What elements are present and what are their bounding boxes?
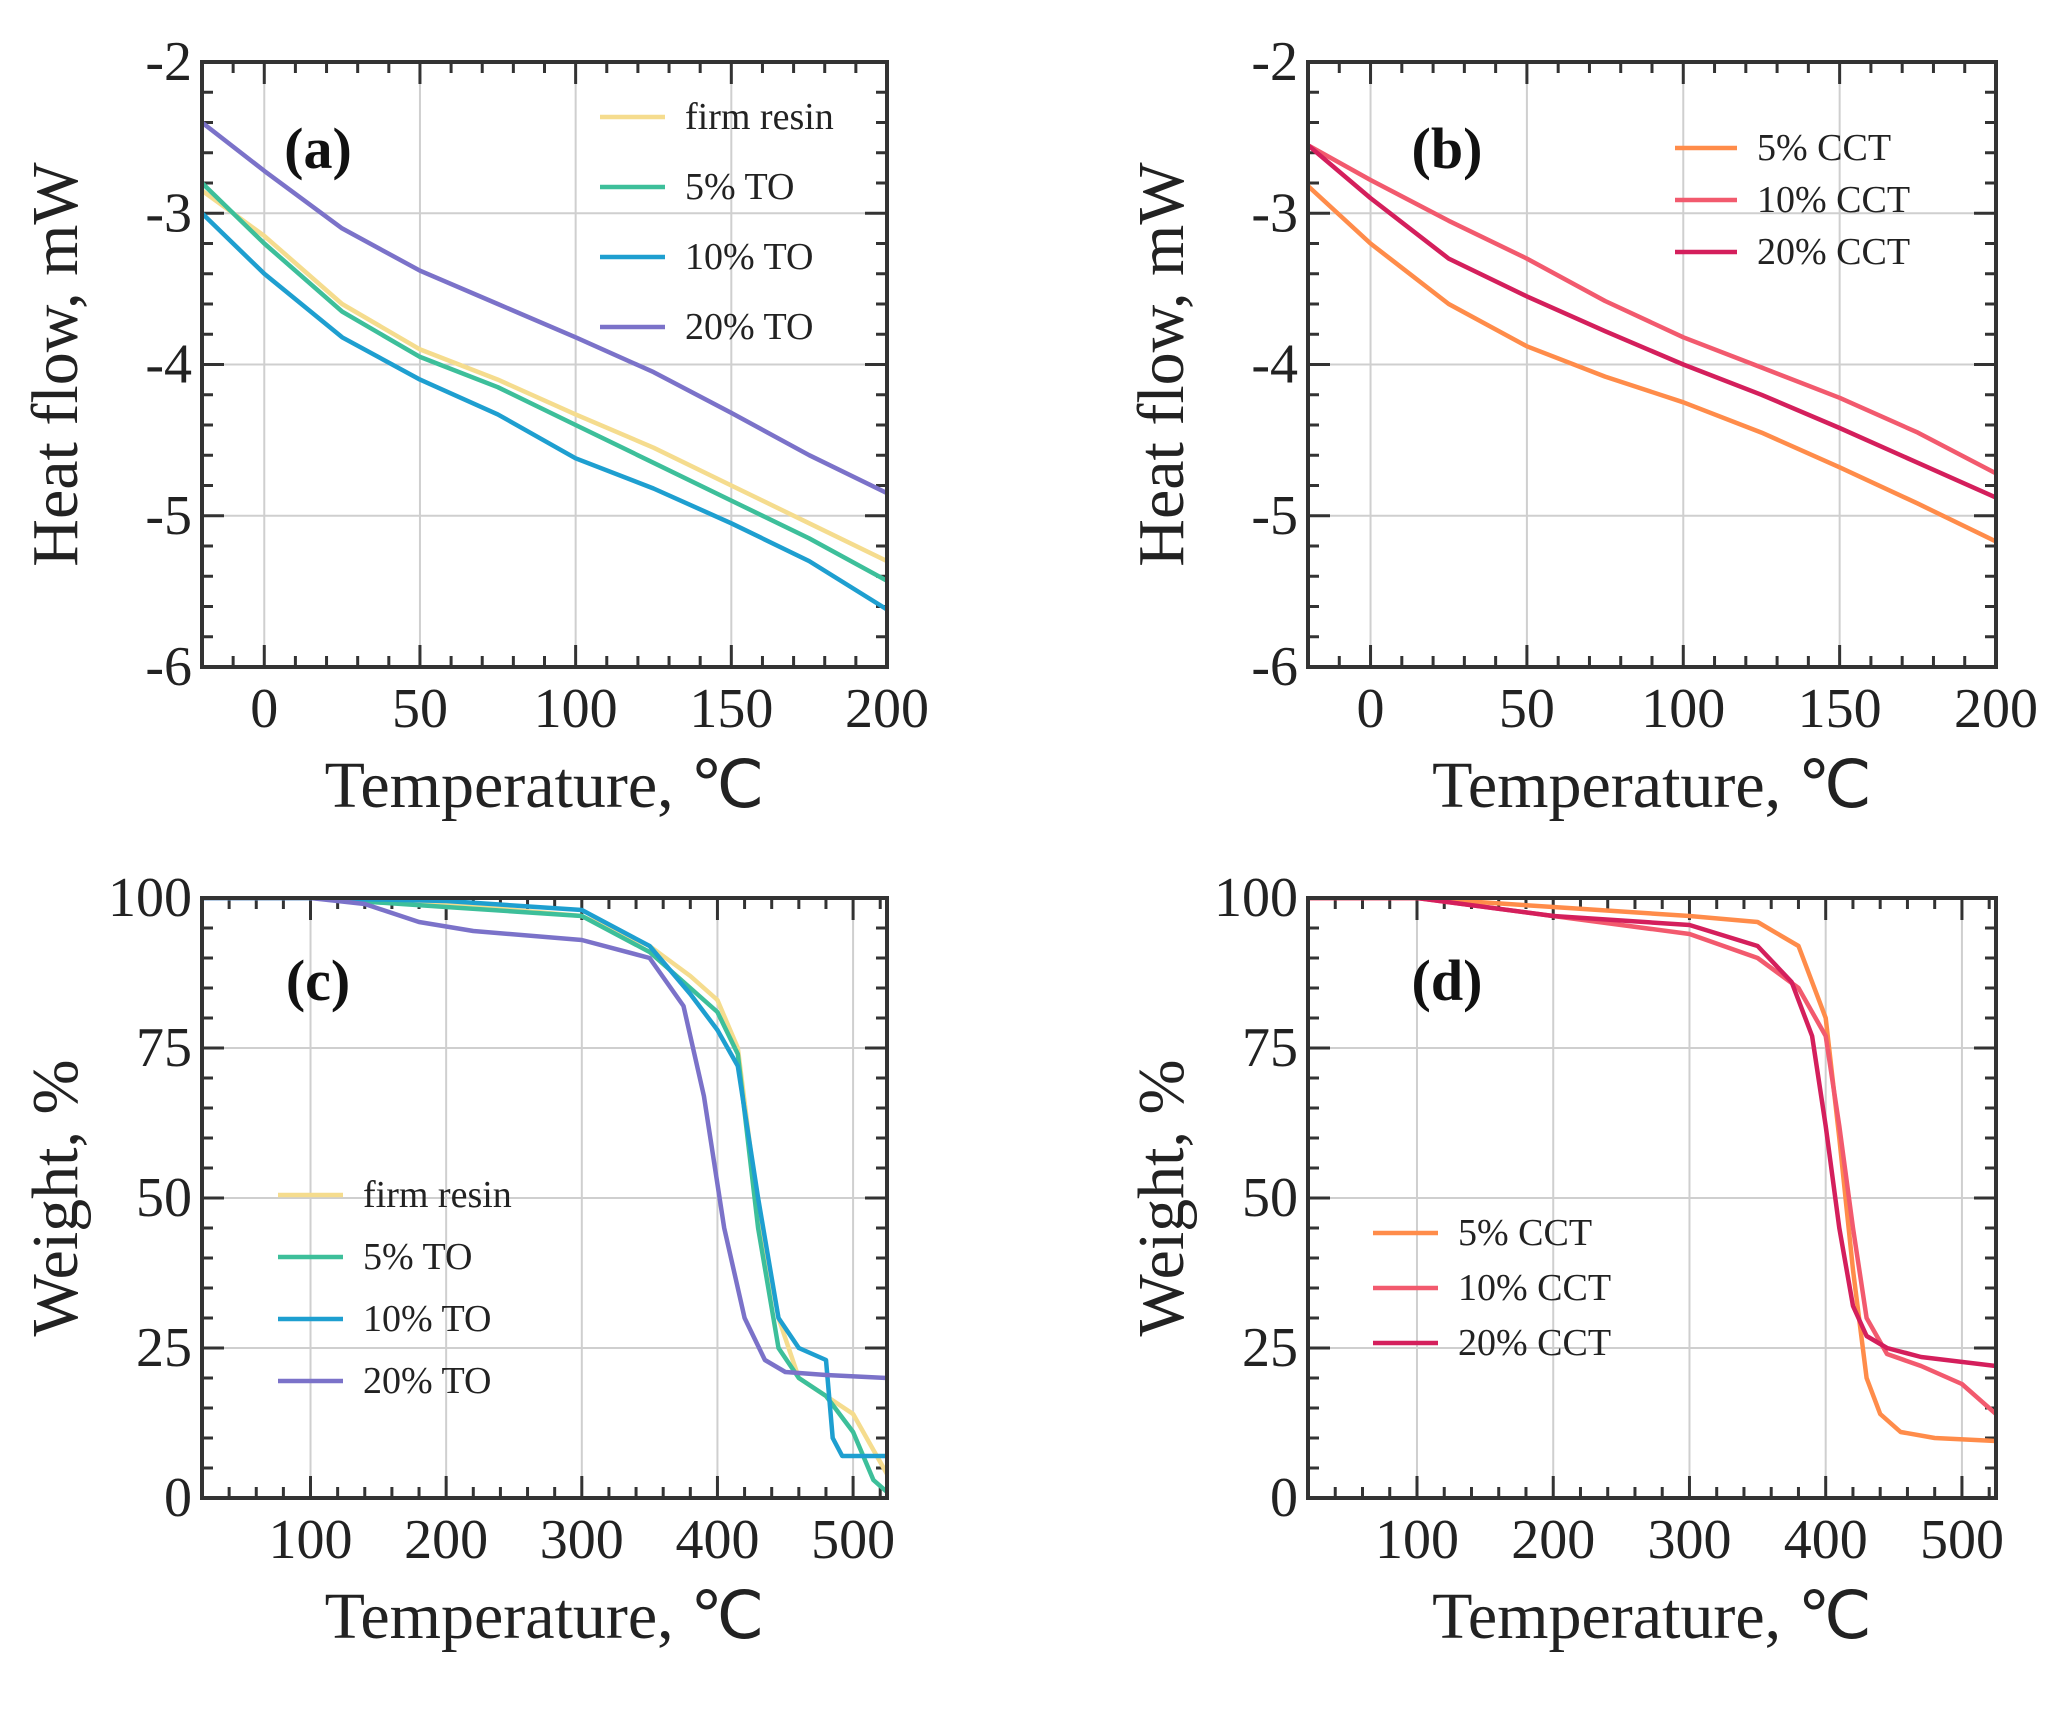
x-tick-label: 100: [1641, 678, 1725, 740]
y-tick-label: 75: [136, 1017, 192, 1079]
y-tick-label: -3: [145, 182, 192, 244]
x-tick-label: 150: [689, 678, 773, 740]
series-line-a-3: [202, 120, 887, 496]
y-tick-label: -4: [145, 334, 192, 396]
x-tick-label: 50: [392, 678, 448, 740]
legend-label: 5% CCT: [1757, 127, 1891, 169]
legend-label: 20% TO: [363, 1360, 491, 1402]
legend-label: firm resin: [685, 96, 834, 138]
y-tick-label: -4: [1251, 334, 1298, 396]
plot-frame: [200, 60, 889, 669]
y-tick-label: -3: [1251, 182, 1298, 244]
panel-label: (a): [284, 116, 352, 181]
y-tick-label: -6: [1251, 636, 1298, 698]
x-tick-label: 150: [1798, 678, 1882, 740]
x-tick-label: 200: [1511, 1509, 1595, 1571]
plot-frame: [1306, 60, 1998, 669]
x-tick-label: 500: [1920, 1509, 2004, 1571]
series-line-d-2: [1308, 898, 1996, 1369]
legend: 5% CCT 10% CCT 20% CCT: [1373, 1212, 1611, 1364]
legend-label: 10% TO: [363, 1298, 491, 1340]
x-tick-label: 0: [250, 678, 278, 740]
y-tick-label: 50: [1242, 1167, 1298, 1229]
x-tick-label: 100: [534, 678, 618, 740]
y-tick-label: -2: [1251, 31, 1298, 93]
y-axis-title: Weight, %: [19, 1060, 92, 1337]
y-tick-label: 75: [1242, 1017, 1298, 1079]
y-axis-title: Heat flow, mW: [1125, 162, 1198, 567]
y-tick-label: 50: [136, 1167, 192, 1229]
x-tick-label: 300: [1647, 1509, 1731, 1571]
legend: 5% CCT 10% CCT 20% CCT: [1675, 127, 1910, 273]
chart-panel-a: 0 50 100 150 200 -6 -5 -4 -3 -2 Temperature, ℃ Heat…: [19, 31, 929, 822]
series-line-a-1: [202, 181, 887, 583]
y-tick-label: 0: [1270, 1467, 1298, 1529]
x-tick-label: 200: [845, 678, 929, 740]
y-axis-title: Weight, %: [1125, 1060, 1198, 1337]
y-tick-label: 25: [136, 1317, 192, 1379]
x-tick-label: 0: [1357, 678, 1385, 740]
series-line-a-0: [202, 188, 887, 564]
x-tick-label: 200: [1954, 678, 2038, 740]
series-line-c-2: [202, 898, 887, 1459]
chart-panel-d: 100 200 300 400 500 0 25 50 75 100 Temperature, ℃ W…: [1125, 867, 2004, 1653]
legend-label: 20% CCT: [1458, 1322, 1611, 1364]
series-line-b-0: [1308, 184, 1996, 544]
x-tick-label: 500: [811, 1509, 895, 1571]
x-axis-title: Temperature, ℃: [1432, 1580, 1872, 1653]
y-tick-label: -5: [1251, 485, 1298, 547]
legend-label: 10% CCT: [1757, 179, 1910, 221]
series-line-a-2: [202, 211, 887, 612]
legend-label: 5% CCT: [1458, 1212, 1592, 1254]
panel-label: (b): [1412, 116, 1483, 181]
x-axis-title: Temperature, ℃: [325, 749, 765, 822]
legend: firm resin 5% TO 10% TO 20% TO: [278, 1174, 512, 1402]
x-axis-title: Temperature, ℃: [1432, 749, 1872, 822]
x-tick-label: 200: [404, 1509, 488, 1571]
x-tick-label: 400: [675, 1509, 759, 1571]
chart-panel-b: 0 50 100 150 200 -6 -5 -4 -3 -2 Temperature, ℃ Heat…: [1125, 31, 2038, 822]
x-tick-label: 100: [1375, 1509, 1459, 1571]
legend-label: 20% CCT: [1757, 231, 1910, 273]
panel-label: (d): [1412, 948, 1483, 1013]
plot-frame: [1306, 896, 1998, 1500]
legend-label: 5% TO: [363, 1236, 472, 1278]
y-tick-label: -2: [145, 31, 192, 93]
x-tick-label: 300: [540, 1509, 624, 1571]
y-tick-label: 25: [1242, 1317, 1298, 1379]
series-line-c-3: [202, 898, 887, 1381]
y-axis-title: Heat flow, mW: [19, 162, 92, 567]
y-tick-label: 100: [1214, 867, 1298, 929]
plot-frame: [200, 896, 889, 1500]
series-line-b-2: [1308, 143, 1996, 500]
x-tick-label: 400: [1784, 1509, 1868, 1571]
series-line-c-1: [202, 898, 887, 1494]
y-tick-label: 100: [108, 867, 192, 929]
chart-panel-c: 100 200 300 400 500 0 25 50 75 100 Temperature, ℃ W…: [19, 867, 895, 1653]
y-tick-label: -6: [145, 636, 192, 698]
x-axis-title: Temperature, ℃: [325, 1580, 765, 1653]
legend: firm resin 5% TO 10% TO 20% TO: [600, 96, 834, 348]
x-tick-label: 100: [269, 1509, 353, 1571]
legend-label: 10% TO: [685, 236, 813, 278]
y-tick-label: -5: [145, 485, 192, 547]
y-tick-label: 0: [164, 1467, 192, 1529]
legend-label: 5% TO: [685, 166, 794, 208]
legend-label: firm resin: [363, 1174, 512, 1216]
legend-label: 10% CCT: [1458, 1267, 1611, 1309]
panel-label: (c): [286, 948, 350, 1013]
series-line-b-1: [1308, 143, 1996, 476]
legend-label: 20% TO: [685, 306, 813, 348]
x-tick-label: 50: [1499, 678, 1555, 740]
